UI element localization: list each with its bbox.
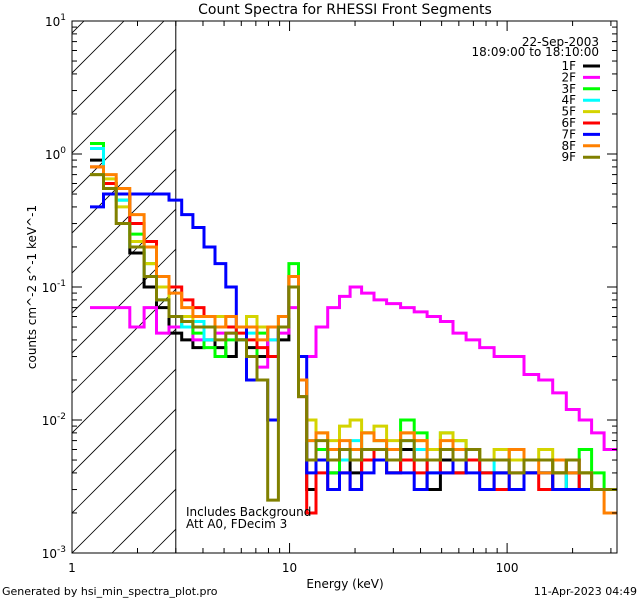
hatch-line bbox=[72, 368, 176, 474]
y-tick-label: 100 bbox=[45, 146, 66, 162]
hatch-line bbox=[72, 208, 176, 314]
legend-label-9F: 9F bbox=[561, 150, 576, 164]
annotation-attenuator: Att A0, FDecim 3 bbox=[186, 517, 287, 531]
hatch-line bbox=[72, 448, 176, 553]
y-tick-label: 101 bbox=[45, 13, 66, 29]
legend-label-4F: 4F bbox=[561, 93, 576, 107]
hatch-line bbox=[72, 21, 85, 34]
x-tick-label: 1 bbox=[68, 561, 76, 575]
footer-timestamp: 11-Apr-2023 04:49 bbox=[534, 585, 637, 598]
annotation-time-range: 18:09:00 to 18:10:00 bbox=[472, 45, 599, 59]
x-tick-label: 10 bbox=[282, 561, 297, 575]
legend-label-6F: 6F bbox=[561, 116, 576, 130]
legend-label-1F: 1F bbox=[561, 59, 576, 73]
hatch-line bbox=[72, 48, 176, 154]
y-tick-label: 10-1 bbox=[42, 279, 66, 295]
legend-label-7F: 7F bbox=[561, 127, 576, 141]
hatch-line bbox=[72, 21, 125, 74]
x-axis-label: Energy (keV) bbox=[306, 577, 383, 591]
hatch-line bbox=[72, 408, 176, 514]
series-line-9F bbox=[90, 173, 617, 502]
legend-label-2F: 2F bbox=[561, 70, 576, 84]
y-tick-label: 10-2 bbox=[42, 412, 66, 428]
hatch-line bbox=[0, 3, 22, 553]
chart-title: Count Spectra for RHESSI Front Segments bbox=[198, 2, 492, 18]
legend-label-5F: 5F bbox=[561, 105, 576, 119]
hatch-line bbox=[72, 288, 176, 394]
y-axis-label: counts cm^-2 s^-1 keV^-1 bbox=[25, 205, 39, 369]
legend-label-3F: 3F bbox=[561, 82, 576, 96]
annotation-background: Includes Background bbox=[186, 505, 311, 519]
series-line-2F bbox=[90, 285, 617, 451]
annotation-date: 22-Sep-2003 bbox=[522, 35, 599, 49]
hatch-line bbox=[72, 248, 176, 354]
hatched-region bbox=[0, 3, 177, 553]
legend-label-8F: 8F bbox=[561, 139, 576, 153]
x-tick-label: 100 bbox=[496, 561, 519, 575]
footer-generated-by: Generated by hsi_min_spectra_plot.pro bbox=[2, 585, 218, 598]
series-line-7F bbox=[90, 192, 617, 491]
y-tick-label: 10-3 bbox=[42, 545, 66, 561]
hatch-line bbox=[72, 88, 176, 194]
hatch-line bbox=[72, 21, 165, 114]
